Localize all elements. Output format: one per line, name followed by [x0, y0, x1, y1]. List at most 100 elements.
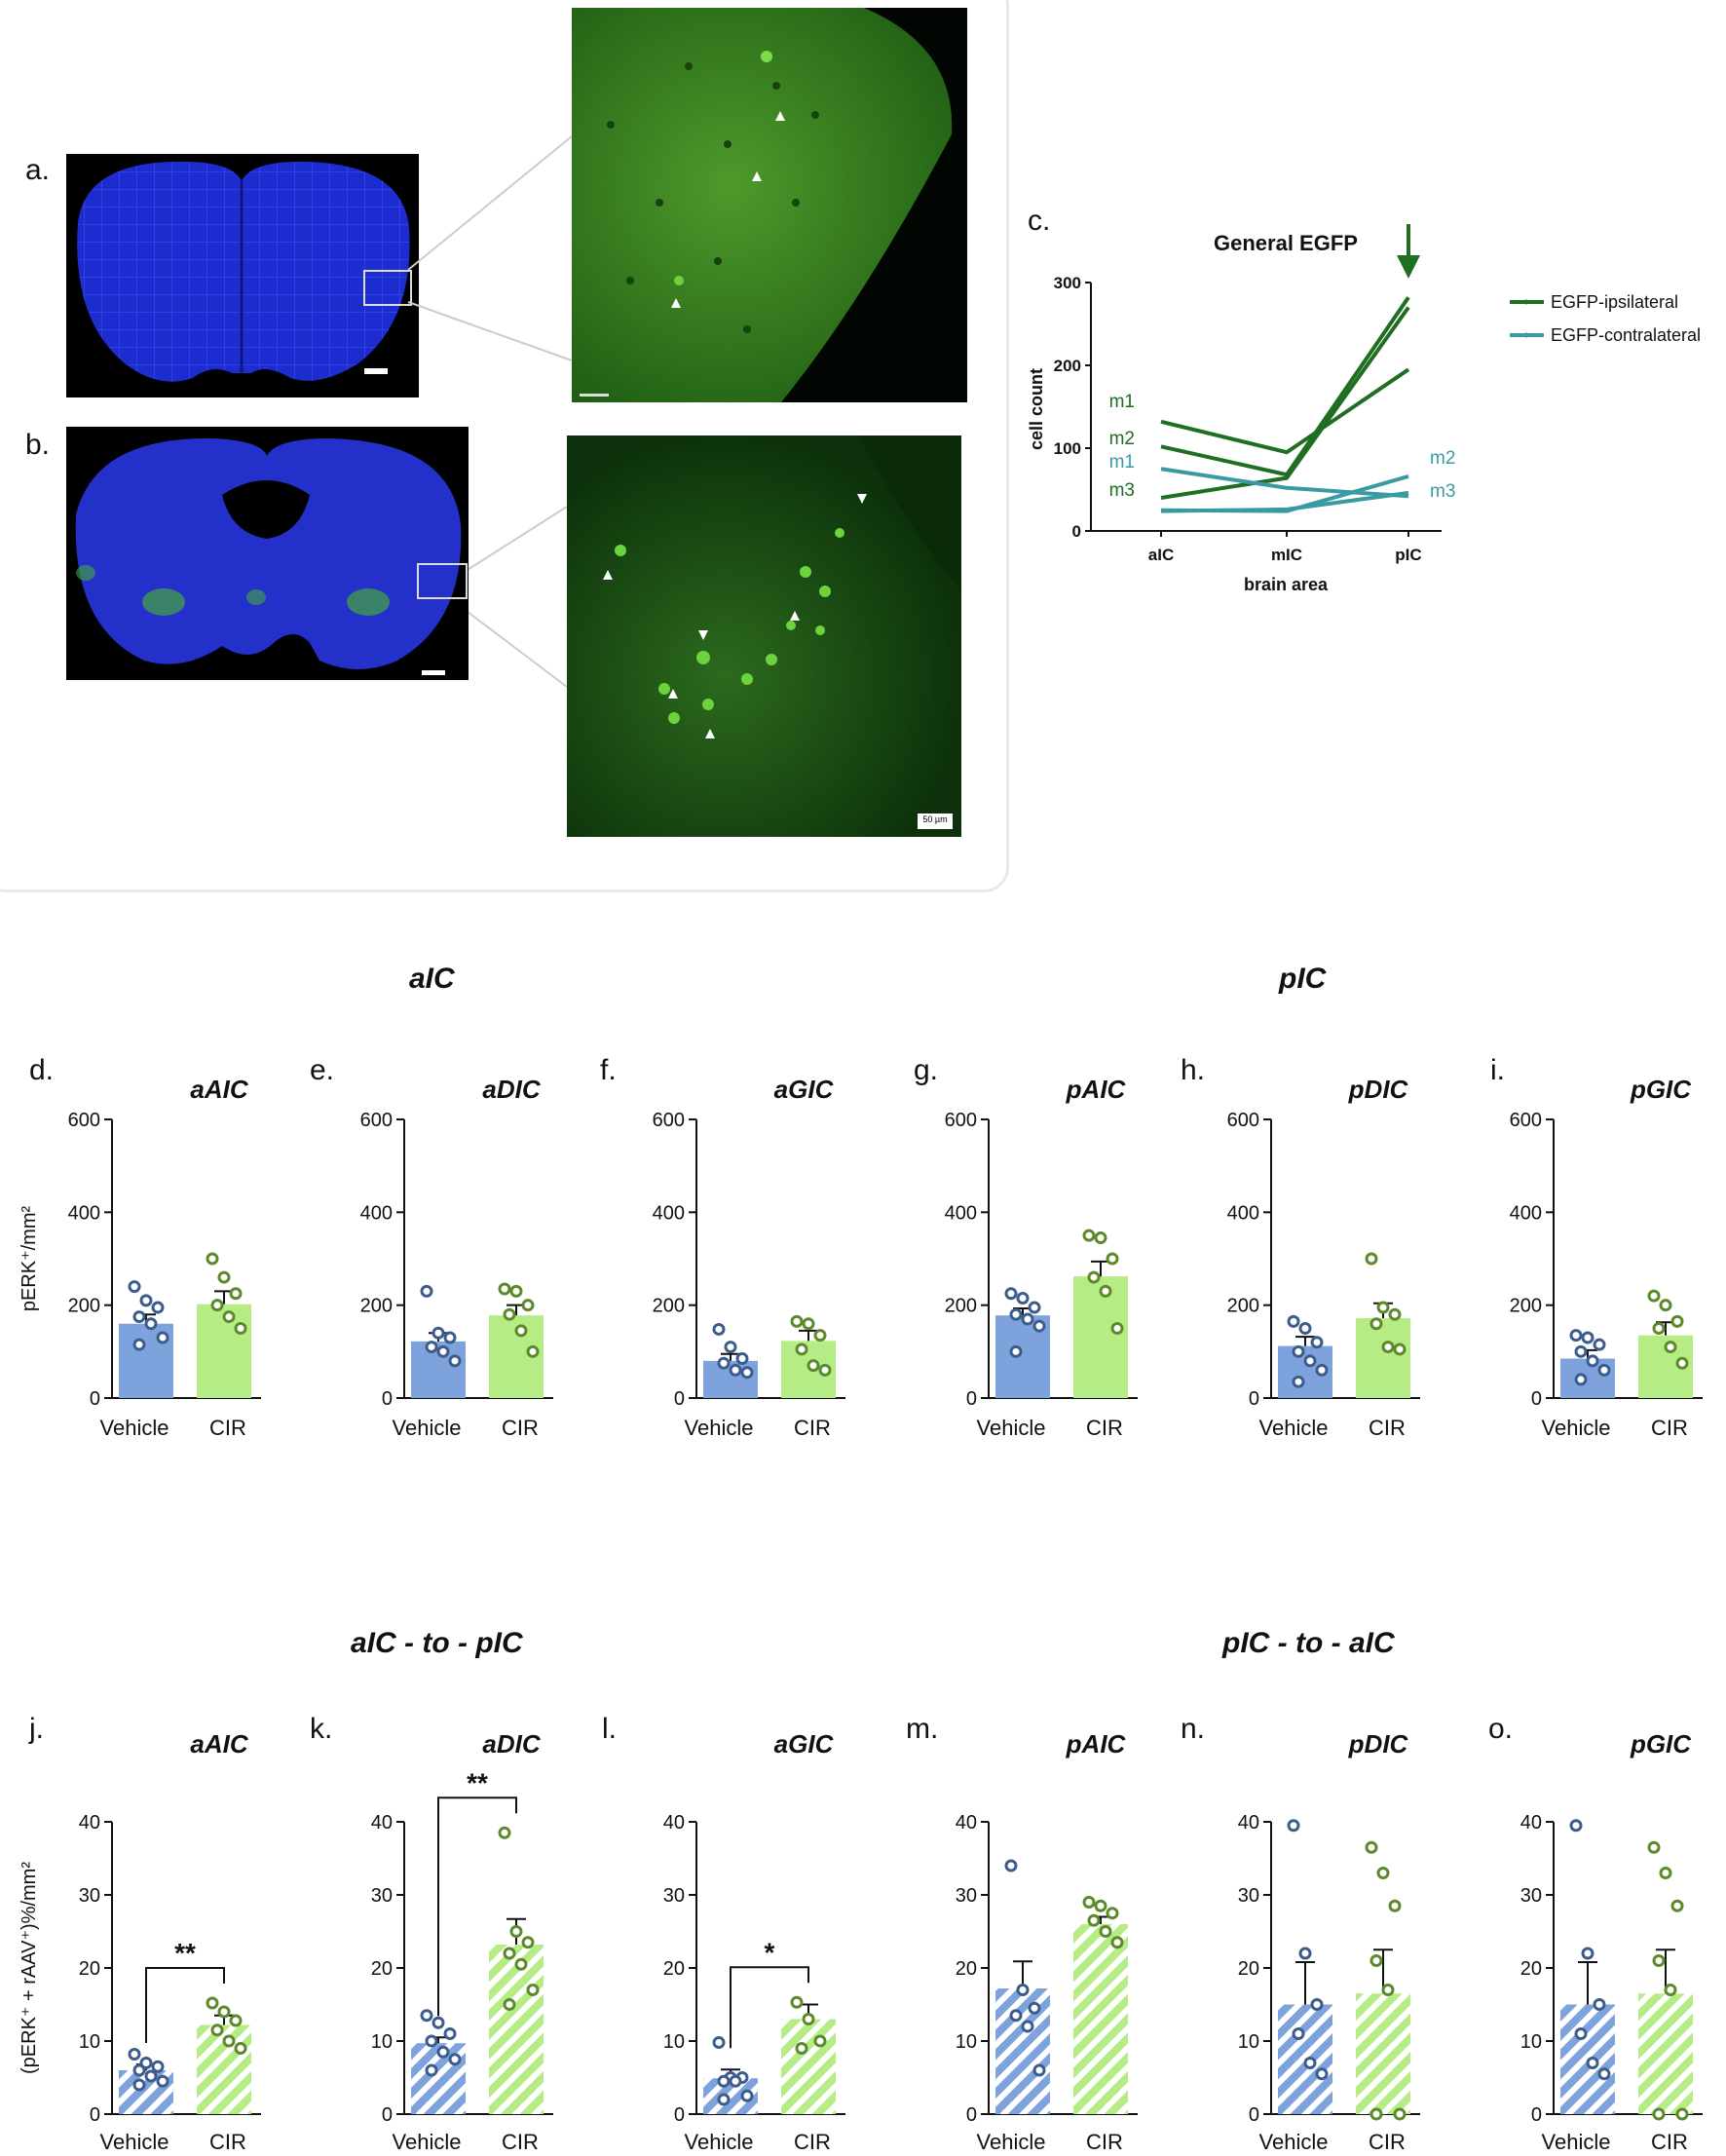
y-tick-label: 200: [945, 1296, 977, 1317]
y-tick-label: 0: [90, 1388, 100, 1410]
data-point: [128, 1280, 141, 1294]
y-tick-label: 20: [1520, 1958, 1542, 1980]
data-point: [1004, 1859, 1018, 1872]
data-point: [132, 1338, 146, 1351]
section-title-pic-to-aic: pIC - to - aIC: [1222, 1627, 1395, 1659]
series-label-ipsi-m1: m1: [1109, 392, 1135, 412]
data-point: [1082, 1229, 1096, 1242]
bar-chart-l: aGIC 0 10 20 30 40 Vehicle CIR *: [663, 1729, 845, 2154]
legend-label-contra: EGFP-contralateral: [1551, 325, 1701, 345]
y-tick-label: 600: [653, 1110, 685, 1131]
y-tick-label: 20: [371, 1958, 393, 1980]
data-point: [1365, 1840, 1378, 1854]
legend-label-ipsi: EGFP-ipsilateral: [1551, 292, 1678, 312]
x-tick-label: CIR: [1651, 1416, 1688, 1440]
data-point: [1597, 2067, 1611, 2081]
x-tick-label: CIR: [794, 1416, 831, 1440]
y-tick-label: 0: [90, 2104, 100, 2126]
bar-chart-g: pAIC 0 200 400 600 Vehicle CIR: [945, 1075, 1138, 1440]
y-tick-label: 0: [966, 1388, 977, 1410]
section-title-aic: aIC: [409, 963, 455, 995]
panel-label-f: f.: [600, 1054, 617, 1086]
data-point: [1393, 1343, 1407, 1356]
data-point: [1094, 1231, 1107, 1245]
chart-title: General EGFP: [1214, 231, 1358, 255]
series-label-contra-m1: m1: [1109, 452, 1135, 473]
y-tick-label: 0: [1531, 2104, 1542, 2126]
y-tick-label: 200: [653, 1296, 685, 1317]
scale-bar-label: 50 µm: [922, 814, 948, 824]
data-point: [1393, 2107, 1407, 2121]
data-point: [1365, 1252, 1378, 1266]
data-point: [1106, 1252, 1119, 1266]
panel-label-k: k.: [310, 1713, 333, 1745]
x-tick-label: Vehicle: [393, 2130, 462, 2154]
data-point: [503, 1998, 516, 2011]
data-point: [436, 2045, 450, 2059]
data-point: [222, 1310, 236, 1324]
y-tick-label: 0: [1249, 1388, 1259, 1410]
bar-cir: [1073, 1924, 1128, 2114]
data-point: [234, 1322, 247, 1335]
y-tick-label: 0: [966, 2104, 977, 2126]
significance-label: **: [467, 1767, 488, 1797]
data-point: [1032, 2063, 1046, 2077]
y-tick-label: 600: [68, 1110, 100, 1131]
series-line-ipsi-m3: [1160, 306, 1410, 500]
data-point: [1670, 1899, 1684, 1912]
data-point: [1310, 1336, 1324, 1349]
data-point: [1581, 1331, 1595, 1344]
data-point: [790, 1995, 804, 2009]
series-label-ipsi-m3: m3: [1109, 480, 1135, 501]
data-point: [521, 1936, 535, 1949]
y-tick-label: 600: [360, 1110, 393, 1131]
data-point: [813, 2034, 827, 2048]
series-line-ipsi-m2: [1160, 296, 1410, 477]
data-point: [1381, 1341, 1395, 1354]
data-point: [151, 2060, 165, 2073]
data-point: [448, 1354, 462, 1368]
chart-title-m: pAIC: [1066, 1729, 1127, 1759]
line-chart-egfp: General EGFP 0 100 200 300 aIC mIC pIC brain are…: [1027, 224, 1701, 594]
x-tick-label: Vehicle: [393, 1416, 462, 1440]
series-label-contra-m2: m2: [1430, 448, 1455, 469]
panel-label-h: h.: [1181, 1054, 1206, 1086]
data-point: [1004, 1287, 1018, 1301]
x-tick-label: Vehicle: [1542, 2130, 1611, 2154]
y-tick-label: 400: [1227, 1202, 1259, 1224]
significance-bracket: [437, 1797, 517, 2017]
data-point: [790, 1314, 804, 1328]
data-point: [1652, 1954, 1666, 1967]
data-point: [1586, 2057, 1599, 2069]
y-tick-label: 0: [1249, 2104, 1259, 2126]
data-point: [1574, 1344, 1588, 1358]
data-point: [425, 1341, 438, 1354]
y-tick-label: 20: [1238, 1958, 1259, 1980]
inset-box-a: [363, 270, 412, 306]
x-tick-label: aIC: [1148, 546, 1174, 564]
data-point: [717, 2093, 731, 2106]
data-point: [1287, 1314, 1300, 1328]
data-point: [1110, 1936, 1124, 1949]
data-point: [229, 1287, 243, 1301]
data-point: [132, 2063, 146, 2077]
y-tick-label: 0: [382, 2104, 393, 2126]
data-point: [1593, 1338, 1606, 1351]
x-tick-label: CIR: [794, 2130, 831, 2154]
x-tick-label: CIR: [209, 2130, 246, 2154]
bar-chart-h: pDIC 0 200 400 600 Vehicle CIR: [1227, 1075, 1420, 1440]
section-title-pic: pIC: [1279, 963, 1327, 995]
x-tick-label: mIC: [1271, 546, 1302, 564]
data-point: [509, 1284, 523, 1298]
y-tick-label: 200: [1054, 357, 1081, 375]
panel-label-g: g.: [914, 1054, 939, 1086]
bar-chart-n: pDIC 0 10 20 30 40 Vehicle CIR: [1238, 1729, 1420, 2154]
bar-chart-o: pGIC 0 10 20 30 40 Vehicle CIR: [1520, 1729, 1703, 2154]
data-point: [498, 1282, 511, 1296]
data-point: [132, 2078, 146, 2092]
data-point: [1298, 1322, 1312, 1335]
data-point: [1574, 1373, 1588, 1386]
bar-cir: [781, 2019, 836, 2114]
chart-title-o: pGIC: [1630, 1729, 1692, 1759]
data-point: [1569, 1819, 1583, 1833]
